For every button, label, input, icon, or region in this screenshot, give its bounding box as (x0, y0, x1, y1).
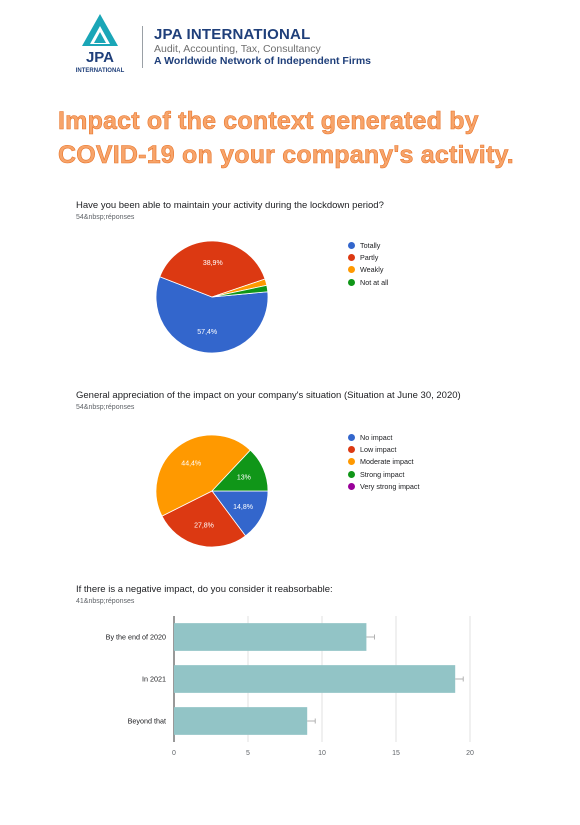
legend-swatch (348, 482, 355, 490)
pie-slice-partly (159, 240, 266, 298)
legend-swatch (348, 458, 355, 466)
pie-label: 27,8% (194, 522, 214, 529)
company-name: JPA INTERNATIONAL (154, 26, 311, 43)
bar[interactable] (174, 623, 367, 651)
page-title: Impact of the context generated by COVID… (58, 107, 514, 170)
legend-label: Partly (360, 252, 379, 262)
legend-swatch (348, 278, 355, 286)
x-tick-label: 15 (392, 750, 400, 757)
legend-item[interactable]: Weakly (348, 264, 388, 276)
legend-swatch (348, 470, 355, 478)
legend-activity: Totally Partly Weakly Not at all (348, 239, 388, 288)
pie-slice-moderate-impact (155, 434, 251, 517)
company-header: JPA INTERNATIONAL JPA INTERNATIONAL Audi… (68, 12, 488, 76)
question-3-title: If there is a negative impact, do you co… (76, 584, 333, 595)
jpa-logo: JPA INTERNATIONAL (76, 14, 125, 74)
x-tick-label: 10 (318, 750, 326, 757)
category-label: Beyond that (128, 717, 166, 726)
x-tick-label: 5 (246, 750, 250, 757)
pie-label: 13% (237, 475, 251, 482)
legend-label: Totally (360, 240, 381, 250)
pie-chart-impact: 14,8% 27,8% 44,4% 13% (155, 434, 269, 548)
question-1-title: Have you been able to maintain your acti… (76, 200, 384, 211)
legend-swatch (348, 445, 355, 453)
legend-label: Low impact (360, 444, 397, 454)
company-network: A Worldwide Network of Independent Firms (154, 55, 372, 67)
legend-swatch (348, 266, 355, 274)
pie-slice-no-impact (211, 490, 269, 537)
category-label: By the end of 2020 (106, 633, 166, 642)
question-1-count: 54&nbsp;réponses (76, 214, 135, 221)
company-info: JPA INTERNATIONAL Audit, Accounting, Tax… (154, 26, 371, 67)
legend-label: Very strong impact (360, 481, 420, 491)
header-divider (142, 26, 143, 68)
legend-item[interactable]: Not at all (348, 276, 388, 288)
legend-label: Weakly (360, 265, 384, 275)
legend-item[interactable]: Totally (348, 239, 388, 251)
legend-item[interactable]: No impact (348, 431, 420, 443)
bar[interactable] (174, 707, 308, 735)
legend-swatch (348, 253, 355, 261)
legend-item[interactable]: Moderate impact (348, 456, 420, 468)
legend-impact: No impact Low impact Moderate impact Strong… (348, 431, 420, 492)
logo-triangle-core (94, 32, 106, 43)
legend-item[interactable]: Very strong impact (348, 480, 420, 492)
pie-label: 44,4% (181, 461, 201, 468)
logo-subtext: INTERNATIONAL (76, 68, 125, 74)
question-3-count: 41&nbsp;réponses (76, 598, 135, 605)
legend-swatch (348, 241, 355, 249)
x-tick-label: 20 (466, 750, 474, 757)
legend-label: Moderate impact (360, 457, 414, 467)
pie-slice-low-impact (161, 490, 247, 548)
pie-chart-activity: 57,4% 38,9% (155, 240, 269, 354)
question-2-title: General appreciation of the impact on yo… (76, 390, 461, 401)
legend-label: Strong impact (360, 469, 405, 479)
pie-label: 14,8% (233, 504, 253, 511)
company-services: Audit, Accounting, Tax, Consultancy (154, 43, 321, 55)
legend-item[interactable]: Strong impact (348, 468, 420, 480)
category-label: In 2021 (142, 675, 166, 684)
legend-label: No impact (360, 432, 393, 442)
logo-text: JPA (86, 49, 114, 66)
legend-label: Not at all (360, 277, 389, 287)
bar[interactable] (174, 665, 456, 693)
x-tick-label: 0 (172, 750, 176, 757)
pie-slice-totally (155, 276, 269, 354)
legend-swatch (348, 433, 355, 441)
legend-item[interactable]: Partly (348, 251, 388, 263)
pie-slice-not-at-all (211, 284, 269, 298)
bar-chart-reabsorb: 0 5 10 15 20 By the end of 2020 In 2021 Beyond … (106, 616, 474, 757)
legend-item[interactable]: Low impact (348, 443, 420, 455)
pie-label: 38,9% (203, 260, 223, 267)
pie-slice-strong-impact (211, 449, 269, 492)
pie-label: 57,4% (197, 329, 217, 336)
question-2-count: 54&nbsp;réponses (76, 404, 135, 411)
